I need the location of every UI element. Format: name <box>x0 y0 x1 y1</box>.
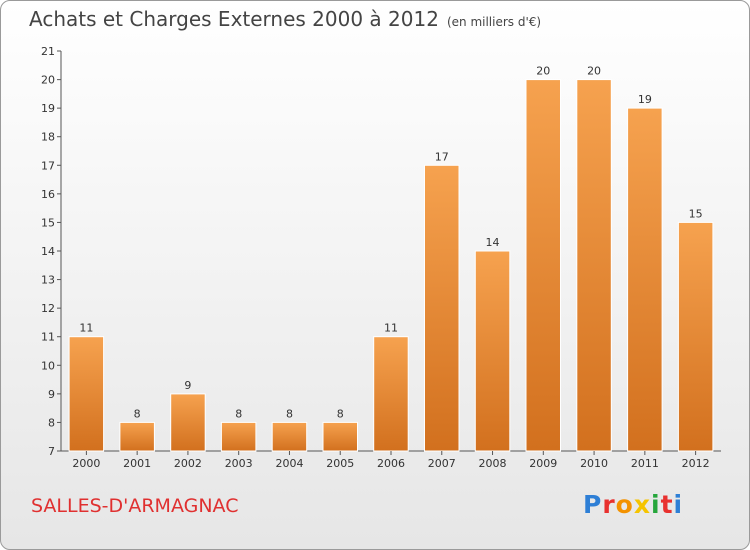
chart-subtitle: (en milliers d'€) <box>446 15 542 29</box>
y-tick-label: 18 <box>41 131 55 144</box>
y-tick-label: 21 <box>41 45 55 58</box>
chart-title: Achats et Charges Externes 2000 à 2012 (e… <box>29 7 542 31</box>
y-tick-label: 14 <box>41 245 55 258</box>
y-tick-label: 8 <box>48 416 55 429</box>
bar-2005 <box>322 421 358 452</box>
y-tick-label: 12 <box>41 302 55 315</box>
value-label-2002: 9 <box>184 379 191 392</box>
bar-2008 <box>474 250 511 452</box>
bar-2001 <box>119 421 155 452</box>
y-tick-label: 16 <box>41 188 55 201</box>
value-label-2008: 14 <box>486 236 500 249</box>
bar-2004 <box>271 421 308 452</box>
x-tick-label-2006: 2006 <box>377 457 405 470</box>
bar-2012 <box>677 221 714 452</box>
logo-letter: i <box>651 490 661 519</box>
x-tick-label-2003: 2003 <box>225 457 253 470</box>
value-label-2006: 11 <box>384 322 398 335</box>
value-label-2001: 8 <box>134 407 141 420</box>
value-label-2010: 20 <box>587 65 601 78</box>
y-tick-label: 13 <box>41 274 55 287</box>
commune-name: SALLES-D'ARMAGNAC <box>31 495 239 517</box>
y-tick-label: 11 <box>41 331 55 344</box>
bar-2007 <box>424 164 460 452</box>
x-tick-label-2012: 2012 <box>682 457 710 470</box>
value-label-2007: 17 <box>435 150 449 163</box>
y-tick-label: 17 <box>41 159 55 172</box>
logo-letter: i <box>673 490 684 519</box>
logo-letter: o <box>615 490 634 519</box>
x-tick-label-2010: 2010 <box>580 457 608 470</box>
x-tick-label-2011: 2011 <box>631 457 659 470</box>
bar-2011 <box>627 107 663 452</box>
logo-letter: t <box>660 490 674 519</box>
y-tick-label: 9 <box>48 388 55 401</box>
x-tick-label-2000: 2000 <box>72 457 100 470</box>
chart-bars <box>68 79 714 452</box>
value-label-2005: 8 <box>337 407 344 420</box>
bar-2010 <box>576 79 612 452</box>
bar-2000 <box>68 336 105 452</box>
logo-letter: P <box>583 490 603 519</box>
x-tick-label-2009: 2009 <box>529 457 557 470</box>
bar-2003 <box>220 421 257 452</box>
y-tick-label: 19 <box>41 102 55 115</box>
proxiti-logo: Proxiti <box>583 490 683 519</box>
chart-value-labels: 11 8 9 8 8 8 11 17 14 20 20 19 15 <box>79 65 702 421</box>
logo-letter: r <box>602 490 616 519</box>
value-label-2011: 19 <box>638 93 652 106</box>
value-label-2004: 8 <box>286 407 293 420</box>
x-tick-label-2004: 2004 <box>275 457 303 470</box>
y-tick-label: 15 <box>41 216 55 229</box>
y-tick-label: 7 <box>48 445 55 458</box>
y-tick-label: 20 <box>41 74 55 87</box>
bar-2002 <box>170 393 206 452</box>
x-tick-label-2007: 2007 <box>428 457 456 470</box>
chart-x-ticks: 2000 2001 2002 2003 2004 2005 2006 2007 2008 2009… <box>72 451 710 470</box>
logo-letter: x <box>633 490 651 519</box>
x-tick-label-2008: 2008 <box>479 457 507 470</box>
x-tick-label-2002: 2002 <box>174 457 202 470</box>
bar-2006 <box>373 336 409 452</box>
chart-y-ticks: 7 8 9 10 11 12 13 14 15 16 17 18 19 20 21 <box>41 45 61 458</box>
x-tick-label-2005: 2005 <box>326 457 354 470</box>
y-tick-label: 10 <box>41 359 55 372</box>
value-label-2003: 8 <box>235 407 242 420</box>
value-label-2009: 20 <box>536 65 550 78</box>
bar-2009 <box>525 79 561 452</box>
value-label-2012: 15 <box>689 207 703 220</box>
value-label-2000: 11 <box>79 322 93 335</box>
x-tick-label-2001: 2001 <box>123 457 151 470</box>
